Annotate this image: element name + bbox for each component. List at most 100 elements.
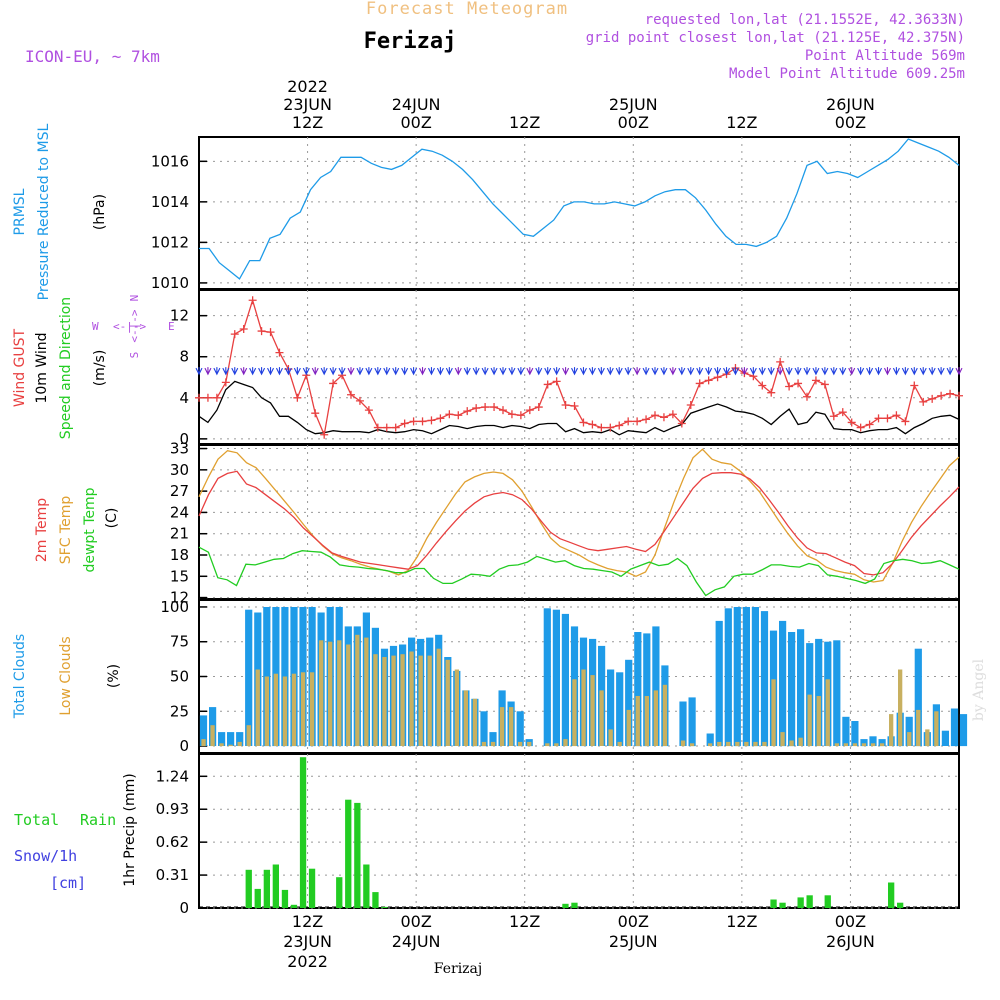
gust-marker xyxy=(838,408,847,417)
low-cloud-bar xyxy=(780,732,785,746)
bottom-time-label: 00Z xyxy=(835,912,866,931)
low-cloud-bar xyxy=(382,657,387,746)
gust-marker xyxy=(910,381,919,390)
low-cloud-bar xyxy=(572,679,577,747)
top-time-label: 26JUN xyxy=(826,95,875,114)
total-cloud-bar xyxy=(788,632,796,747)
model-label: ICON-EU, ~ 7km xyxy=(25,47,160,66)
ytick-label-0: 1014 xyxy=(151,193,189,211)
wind-direction-arrow xyxy=(696,367,704,376)
gust-marker xyxy=(355,396,364,405)
low-cloud-bar xyxy=(282,676,288,746)
wind-direction-arrow xyxy=(919,367,927,376)
total-cloud-bar xyxy=(914,648,922,747)
low-cloud-bar xyxy=(653,690,658,746)
ytick-label-3: 25 xyxy=(170,702,189,720)
gridlines xyxy=(199,137,959,909)
t2m-label: 2m Temp xyxy=(34,498,50,562)
total-cloud-bar xyxy=(842,716,850,746)
wind-direction-arrow xyxy=(633,367,641,376)
low-cloud-bar xyxy=(608,729,613,747)
wind-direction-arrow xyxy=(374,367,382,376)
low-cloud-bar xyxy=(744,741,749,747)
wind-direction-arrow xyxy=(705,367,713,376)
precip-bar xyxy=(770,899,777,908)
gust-marker xyxy=(901,417,910,426)
gust-marker xyxy=(409,417,418,426)
wind-direction-arrow xyxy=(776,367,784,376)
low-cloud-bar xyxy=(563,739,568,747)
total-cloud-bar xyxy=(652,626,660,746)
wind-direction-arrow xyxy=(454,367,462,376)
wind-direction-arrow xyxy=(258,367,266,376)
wind-direction-arrow xyxy=(687,367,695,376)
top-time-label: 24JUN xyxy=(392,95,441,114)
wind-direction-arrow xyxy=(472,367,480,376)
wind-direction-arrow xyxy=(508,367,516,376)
total-cloud-bar xyxy=(751,607,759,747)
panel-frames xyxy=(198,136,960,909)
total-cloud-bar xyxy=(851,721,859,746)
gust-marker xyxy=(606,423,615,432)
wind-direction-arrow xyxy=(624,367,632,376)
wind-direction-arrow xyxy=(731,367,739,376)
t2m-line xyxy=(198,470,960,576)
wind-direction-arrow xyxy=(848,367,856,376)
total-cloud-bar xyxy=(959,714,968,747)
wind-direction-arrow xyxy=(481,367,489,376)
low-clouds-label: Low Clouds xyxy=(58,636,74,715)
total-cloud-bar xyxy=(552,609,560,746)
precip-bar xyxy=(290,904,298,908)
compass-s: S xyxy=(128,352,141,359)
low-cloud-bar xyxy=(680,740,686,747)
gust-marker xyxy=(239,325,248,334)
low-cloud-bar xyxy=(825,679,830,747)
gust-marker xyxy=(418,417,427,426)
low-cloud-bar xyxy=(879,743,885,747)
wind-direction-arrow xyxy=(910,367,918,376)
wind-direction-arrow xyxy=(857,367,865,376)
gust-marker xyxy=(257,327,266,336)
low-cloud-bar xyxy=(726,741,731,747)
gust-marker xyxy=(785,382,794,391)
ytick-label-4: 0 xyxy=(179,899,189,917)
gust-marker xyxy=(490,403,499,412)
wind-unit: (m/s) xyxy=(92,350,108,387)
wind-direction-arrow xyxy=(419,367,427,376)
low-cloud-bar xyxy=(816,696,821,747)
low-cloud-bar xyxy=(409,651,414,747)
bottom-time-label: 00Z xyxy=(618,912,649,931)
top-time-label: 2022 xyxy=(287,77,328,96)
ytick-label-0: 1016 xyxy=(151,152,189,170)
wind-direction-arrow xyxy=(803,367,811,376)
bottom-time-label: 25JUN xyxy=(609,932,658,951)
low-cloud-bar xyxy=(400,654,405,746)
low-cloud-bar xyxy=(798,737,803,746)
wind-direction-arrow xyxy=(365,367,373,376)
wind-dir-label: Speed and Direction xyxy=(58,297,74,439)
ytick-label-0: 1010 xyxy=(151,274,189,292)
gust-marker xyxy=(516,411,525,420)
low-cloud-bar xyxy=(852,743,858,747)
total-cloud-bar xyxy=(869,736,877,746)
gust-marker xyxy=(391,423,400,432)
gust-marker xyxy=(400,419,409,428)
wind-direction-arrow xyxy=(222,367,230,376)
total-cloud-bar xyxy=(688,697,696,747)
low-cloud-bar xyxy=(735,741,740,747)
compass-icon: W E <-|-> <-|-> N S xyxy=(92,295,175,359)
low-cloud-bar xyxy=(300,672,306,746)
ytick-label-2: 27 xyxy=(170,482,189,500)
wind-direction-arrow xyxy=(740,367,748,376)
wind-direction-arrow xyxy=(249,367,257,376)
total-cloud-bar xyxy=(905,716,913,746)
bottom-time-label: 24JUN xyxy=(392,932,441,951)
wind-direction-arrow xyxy=(293,367,301,376)
compass-n: N xyxy=(128,295,141,302)
gust-marker xyxy=(221,378,230,387)
gust-marker xyxy=(481,403,490,412)
compass-w: W xyxy=(92,320,99,333)
gust-marker xyxy=(758,381,767,390)
low-cloud-bar xyxy=(898,669,903,746)
